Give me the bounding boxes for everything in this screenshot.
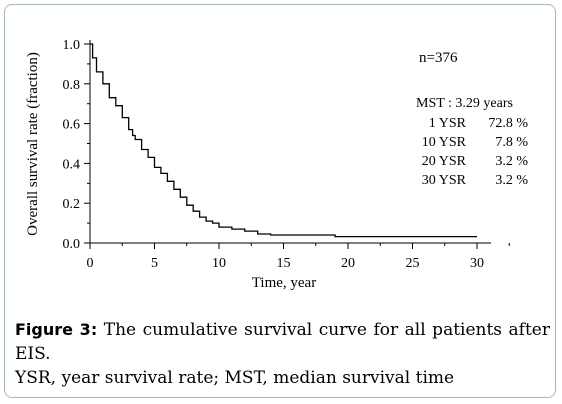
series: [90, 43, 477, 238]
rate-value: 72.8 %: [488, 116, 528, 131]
ticks: 0.0 0.2 0.4 0.6 0.8 1.0 0 5 10 15 20 25 30: [63, 38, 510, 271]
caption-text-1: The cumulative survival curve for all pa…: [15, 320, 550, 364]
rate-value: 7.8 %: [495, 135, 528, 150]
survival-chart: 0.0 0.2 0.4 0.6 0.8 1.0 0 5 10 15 20 25 30 Overall s…: [25, 38, 529, 291]
x-tick-label: 5: [151, 256, 158, 271]
figure-label: Figure 3:: [15, 320, 98, 339]
y-tick-label: 0.6: [63, 118, 81, 133]
y-tick-label: 0.4: [63, 157, 81, 172]
y-axis-label: Overall survival rate (fraction): [25, 52, 41, 236]
x-tick-label: 30: [470, 256, 484, 271]
y-tick-label: 0.0: [63, 237, 81, 252]
y-tick-label: 0.2: [63, 197, 81, 212]
x-tick-label: 10: [212, 256, 226, 271]
x-tick-label: 25: [406, 256, 420, 271]
survival-curve: [90, 43, 477, 238]
rate-value: 3.2 %: [495, 154, 528, 169]
y-tick-label: 0.8: [63, 78, 81, 93]
y-tick-label: 1.0: [63, 38, 81, 53]
x-tick-label: 20: [341, 256, 355, 271]
sample-size-annotation: n=376: [419, 50, 458, 66]
rate-label: 30 YSR: [422, 173, 467, 188]
axes: [89, 40, 491, 244]
x-tick-label: 15: [277, 256, 291, 271]
figure-caption: Figure 3: The cumulative survival curve …: [15, 318, 550, 390]
rate-value: 3.2 %: [495, 173, 528, 188]
survival-rate-table: 1 YSR 72.8 % 10 YSR 7.8 % 20 YSR 3.2 % 30 YSR 3…: [422, 116, 529, 188]
rate-label: 10 YSR: [422, 135, 467, 150]
caption-line-2: YSR, year survival rate; MST, median sur…: [15, 368, 455, 388]
x-axis-label: Time, year: [252, 275, 316, 291]
rate-label: 1 YSR: [429, 116, 467, 131]
caption-line-1: Figure 3: The cumulative survival curve …: [15, 318, 550, 366]
x-tick-label: 0: [87, 256, 94, 271]
mst-annotation: MST : 3.29 years: [416, 96, 513, 111]
rate-label: 20 YSR: [422, 154, 467, 169]
